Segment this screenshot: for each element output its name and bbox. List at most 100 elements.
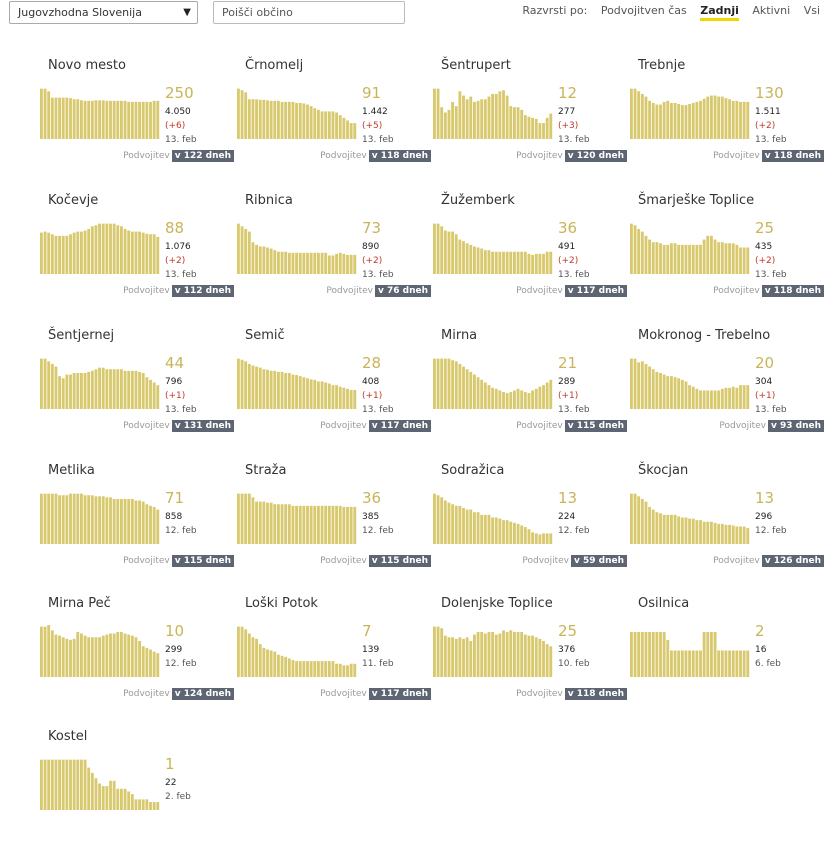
doubling-badge: v 76 dneh [374, 285, 431, 297]
trend-bar [251, 637, 255, 677]
municipality-card[interactable]: Kostel 1 22 2. feb [40, 729, 236, 854]
region-select-value: Jugovzhodna Slovenija [18, 6, 142, 19]
last-update-date: 13. feb [558, 135, 590, 145]
municipality-card[interactable]: Črnomelj 91 1.442 (+5) 13. feb Podvojitev v 11… [237, 58, 433, 183]
trend-bar [324, 252, 328, 274]
trend-bar [644, 363, 648, 409]
municipality-card[interactable]: Škocjan 13 296 12. feb Podvojitev v 126 dneh [630, 463, 826, 588]
trend-bar [516, 388, 520, 409]
search-input[interactable] [213, 1, 405, 24]
trend-bar [309, 379, 313, 409]
trend-bar [713, 522, 717, 544]
region-select[interactable]: Jugovzhodna Slovenija ▼ [9, 1, 198, 24]
trend-bar [509, 392, 513, 409]
municipality-card[interactable]: Žužemberk 36 491 (+2) 13. feb Podvojitev v 117… [433, 193, 629, 318]
trend-bar [651, 102, 655, 139]
municipality-card[interactable]: Metlika 71 858 12. feb Podvojitev v 115 dneh [40, 463, 236, 588]
doubling-footer: Podvojitev v 118 dneh [516, 688, 627, 700]
trend-bar [491, 387, 495, 409]
sort-option-active[interactable]: Aktivni [752, 4, 791, 17]
municipality-card[interactable]: Sodražica 13 224 12. feb Podvojitev v 59 dneh [433, 463, 629, 588]
trend-bar [76, 493, 80, 544]
sort-option-doubling[interactable]: Podvojitven čas [600, 4, 687, 17]
municipality-card[interactable]: Semič 28 408 (+1) 13. feb Podvojitev v 117 dne… [237, 328, 433, 453]
doubling-badge: v 120 dneh [564, 150, 627, 162]
trend-bar [724, 524, 728, 544]
municipality-name: Kočevje [48, 193, 99, 208]
trend-bar [349, 123, 353, 139]
trend-bar [713, 95, 717, 139]
trend-bar [123, 228, 127, 274]
municipality-card[interactable]: Novo mesto 250 4.050 (+6) 13. feb Podvojitev v… [40, 58, 236, 183]
municipality-card[interactable]: Straža 36 385 12. feb Podvojitev v 115 dneh [237, 463, 433, 588]
trend-bar [742, 101, 746, 139]
municipality-card[interactable]: Šentrupert 12 277 (+3) 13. feb Podvojitev v 12… [433, 58, 629, 183]
trend-bar [502, 90, 505, 139]
trend-bar [138, 101, 142, 139]
trend-bar [342, 253, 346, 274]
sort-option-all[interactable]: Vsi [803, 4, 820, 17]
doubling-footer: Podvojitev v 115 dneh [516, 420, 627, 432]
trend-bar [284, 101, 288, 139]
trend-bar [731, 650, 735, 677]
trend-bar [451, 504, 455, 544]
trend-bar [476, 377, 480, 409]
municipality-card[interactable]: Loški Potok 7 139 11. feb Podvojitev v 117 dn… [237, 596, 433, 721]
trend-bar [673, 514, 677, 544]
doubling-badge: v 124 dneh [171, 688, 234, 700]
municipality-card[interactable]: Šentjernej 44 796 (+1) 13. feb Podvojitev v 13… [40, 328, 236, 453]
trend-bar [80, 231, 83, 274]
trend-bar [61, 637, 65, 677]
sort-option-latest[interactable]: Zadnji [700, 4, 739, 21]
active-cases: 1 [165, 755, 175, 773]
trend-bar [54, 634, 58, 677]
trend-bar [523, 527, 527, 544]
trend-bar [353, 123, 357, 139]
active-cases: 21 [558, 354, 578, 372]
total-cases: 796 [165, 377, 183, 387]
trend-bar [266, 369, 269, 409]
trend-bar [724, 387, 728, 409]
trend-bar [728, 524, 732, 544]
trend-bar [76, 372, 80, 409]
trend-bar [258, 246, 262, 274]
trend-bar [138, 640, 142, 677]
trend-bar [309, 106, 313, 139]
trend-bars [630, 358, 750, 409]
trend-bar [101, 786, 105, 810]
municipality-card[interactable]: Šmarješke Toplice 25 435 (+2) 13. feb Podvoji… [630, 193, 826, 318]
trend-bars [40, 493, 160, 544]
municipality-card[interactable]: Osilnica 2 16 6. feb [630, 596, 826, 721]
trend-bar [651, 369, 655, 409]
last-update-date: 13. feb [755, 135, 787, 145]
trend-bar [509, 630, 513, 677]
trend-bars [237, 626, 357, 677]
trend-bar [47, 232, 51, 274]
trend-bar [149, 802, 152, 810]
trend-bar [156, 653, 160, 677]
trend-bar [65, 638, 69, 677]
trend-bar [291, 252, 295, 274]
municipality-card[interactable]: Kočevje 88 1.076 (+2) 13. feb Podvojitev v 112… [40, 193, 236, 318]
trend-bar [480, 248, 484, 274]
municipality-card[interactable]: Trebnje 130 1.511 (+2) 13. feb Podvojitev v 11… [630, 58, 826, 183]
trend-bar [451, 360, 455, 409]
trend-bar [691, 518, 695, 544]
municipality-card[interactable]: Dolenjske Toplice 25 376 10. feb Podvojitev v… [433, 596, 629, 721]
trend-bar [713, 631, 717, 677]
trend-bar [120, 631, 123, 677]
trend-bar [43, 626, 47, 677]
trend-bar [534, 388, 538, 409]
municipality-card[interactable]: Mirna Peč 10 299 12. feb Podvojitev v 124 dne… [40, 596, 236, 721]
trend-bar [313, 252, 317, 274]
municipality-card[interactable]: Mokronog - Trebelno 20 304 (+1) 13. feb Podvo… [630, 328, 826, 453]
trend-bar [43, 358, 47, 409]
active-cases: 12 [558, 84, 578, 102]
trend-bar [494, 388, 498, 409]
trend-bar [534, 637, 538, 677]
doubling-badge: v 118 dneh [368, 150, 431, 162]
trend-bar [116, 100, 120, 139]
municipality-card[interactable]: Ribnica 73 890 (+2) 13. feb Podvojitev v 76 dn… [237, 193, 433, 318]
trend-bar [462, 241, 465, 274]
municipality-card[interactable]: Mirna 21 289 (+1) 13. feb Podvojitev v 115 dne… [433, 328, 629, 453]
